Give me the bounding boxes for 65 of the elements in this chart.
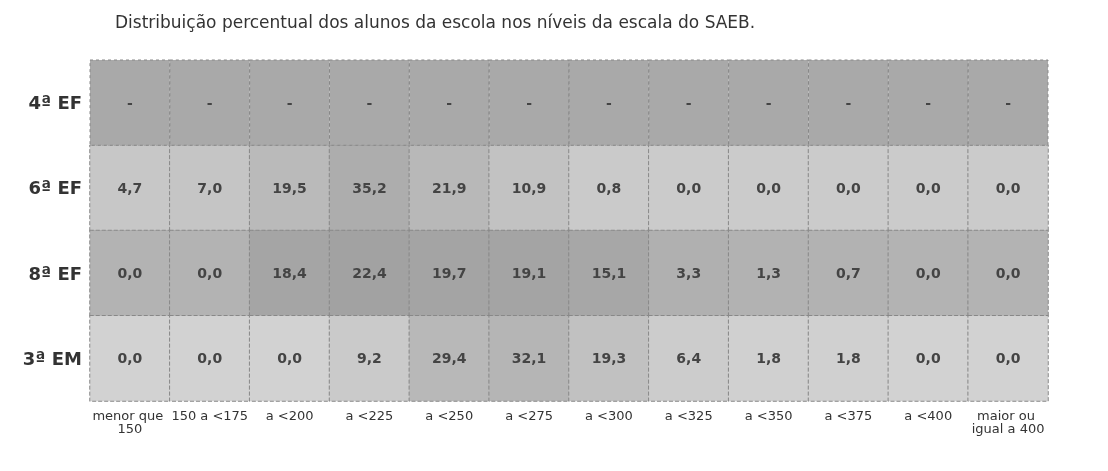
- text: -: [366, 94, 373, 111]
- chart-title: Distribuição percentual dos alunos da escola nos níveis da escala do SAEB.: [115, 11, 756, 32]
- data-label: 0,0: [995, 179, 1021, 196]
- x-tick-label: a <350: [744, 408, 793, 423]
- data-label: 0,0: [915, 350, 941, 367]
- x-tick-label: a <325: [664, 408, 713, 423]
- data-label: 6,4: [676, 350, 702, 367]
- data-label: 35,2: [352, 179, 387, 196]
- data-label: 1,8: [836, 350, 861, 367]
- data-label: 19,7: [431, 265, 467, 282]
- data-label: 29,4: [431, 350, 467, 367]
- data-label: 0,0: [995, 265, 1021, 282]
- text: -: [286, 94, 293, 111]
- data-label: 0,0: [756, 179, 782, 196]
- data-label: 22,4: [352, 265, 387, 282]
- text: -: [446, 94, 453, 111]
- data-label: 3,3: [676, 265, 702, 282]
- data-label: 10,9: [511, 179, 547, 196]
- text: -: [925, 94, 932, 111]
- x-tick-label: a <400: [904, 408, 953, 423]
- text: -: [127, 94, 133, 111]
- data-label: 7,0: [197, 179, 223, 196]
- y-tick-label: 4ª EF: [28, 92, 82, 114]
- data-label: 0,0: [117, 265, 143, 282]
- data-label: 0,0: [197, 265, 223, 282]
- data-label: 0,0: [836, 179, 862, 196]
- y-tick-label: 6ª EF: [28, 177, 82, 199]
- data-label: 0,0: [117, 350, 143, 367]
- data-label: 1,8: [756, 350, 781, 367]
- data-label: 4,7: [117, 179, 143, 196]
- data-label: 19,3: [591, 350, 627, 367]
- data-label: 9,2: [357, 350, 382, 367]
- x-tick-label: a <300: [585, 408, 633, 423]
- data-label: 1,3: [756, 265, 781, 282]
- text: -: [1005, 94, 1011, 111]
- text: -: [845, 94, 852, 111]
- text: -: [606, 94, 612, 111]
- text: -: [206, 94, 213, 111]
- x-tick-label: a <200: [265, 408, 314, 423]
- x-tick-label: maior ou igual a 400: [971, 408, 1045, 436]
- x-tick-label: menor que 150: [92, 408, 168, 436]
- x-tick-label: a <250: [425, 408, 474, 423]
- x-tick-label: 150 a <175: [171, 408, 249, 423]
- data-label: 21,9: [431, 179, 467, 196]
- data-label: 0,0: [676, 179, 702, 196]
- data-label: 0,8: [596, 179, 622, 196]
- data-label: 15,1: [591, 265, 627, 282]
- data-label: 0,0: [995, 350, 1021, 367]
- x-tick-label: a <225: [345, 408, 394, 423]
- text: -: [526, 94, 532, 111]
- y-tick-label: 3ª EM: [22, 347, 82, 369]
- data-label: 0,0: [277, 350, 303, 367]
- data-label: 19,1: [511, 265, 547, 282]
- data-label: 0,0: [915, 265, 941, 282]
- text: -: [685, 94, 692, 111]
- data-label: 0,0: [915, 179, 941, 196]
- data-label: 0,0: [197, 350, 223, 367]
- x-tick-label: a <375: [824, 408, 873, 423]
- x-tick-label: a <275: [505, 408, 553, 423]
- data-label: 32,1: [511, 350, 547, 367]
- y-tick-label: 8ª EF: [28, 262, 82, 284]
- data-label: 19,5: [272, 179, 307, 196]
- data-label: 18,4: [272, 265, 308, 282]
- text: -: [765, 94, 772, 111]
- data-label: 0,7: [836, 265, 861, 282]
